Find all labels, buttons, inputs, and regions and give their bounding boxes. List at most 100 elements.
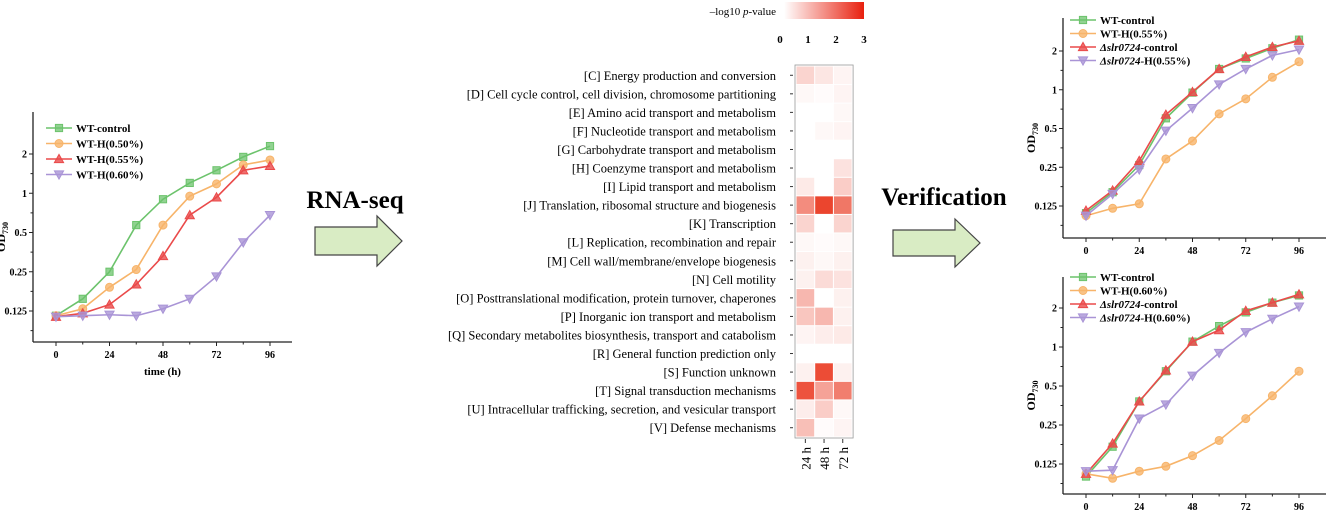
legend-marker [54, 139, 64, 148]
legend-marker [53, 170, 65, 181]
x-tick-label: 96 [265, 350, 275, 361]
heatmap-cell [833, 196, 852, 214]
colorbar-title-italic: p [742, 6, 749, 18]
data-point [1160, 400, 1172, 411]
y-axis-label-sub: 730 [1031, 123, 1040, 135]
row-label: [H] Coenzyme transport and metabolism [572, 162, 776, 176]
data-point [50, 312, 62, 323]
x-tick-label: 0 [1084, 246, 1089, 257]
heatmap-cell [833, 326, 852, 344]
legend-label-italic: Δslr0724 [1099, 299, 1141, 311]
row-label: [T] Signal transduction mechanisms [595, 384, 776, 398]
y-axis-label-sub: 730 [1031, 381, 1040, 393]
heatmap-cell [796, 326, 815, 344]
y-axis-label-sub: 730 [1, 222, 10, 234]
data-point [104, 298, 115, 309]
data-point [1188, 136, 1197, 146]
heatmap-cell [796, 103, 815, 122]
data-point [1293, 302, 1305, 313]
colorbar-tick-label: 2 [833, 34, 839, 46]
y-tick-label: 1 [22, 189, 27, 200]
data-point [1107, 466, 1119, 476]
row-label: [M] Cell wall/membrane/envelope biogenes… [547, 254, 776, 268]
heatmap-cell [833, 289, 852, 307]
rna-seq-label: RNA-seq [306, 187, 403, 214]
data-point [1240, 64, 1252, 75]
y-tick-label: 0.125 [1035, 460, 1058, 471]
data-point [265, 141, 275, 151]
data-point [211, 272, 222, 283]
x-tick-label: 96 [1294, 502, 1304, 513]
heatmap-cell [796, 214, 815, 233]
heatmap-cell [833, 363, 852, 381]
row-label: [L] Replication, recombination and repai… [567, 236, 776, 250]
data-point [1294, 57, 1304, 67]
data-point [185, 191, 195, 201]
y-axis-label: OD730 [1024, 123, 1040, 153]
row-label: [D] Cell cycle control, cell division, c… [467, 87, 777, 101]
series-line [1085, 370, 1300, 480]
legend-marker [1078, 29, 1088, 38]
heatmap-cell [815, 140, 833, 159]
heatmap-cell [815, 233, 833, 251]
data-point [264, 160, 276, 171]
heatmap-cell [815, 270, 833, 289]
y-axis-label-main: OD [1024, 135, 1038, 153]
data-point [1214, 435, 1224, 445]
heatmap-cell [796, 85, 815, 103]
data-point [130, 278, 142, 289]
growth-chart-right-top: 0.125 0.25 0.5 1 2 0 24 48 72 96 OD730 WT-control WT… [1024, 15, 1326, 257]
legend-label: Δslr0724-control [1099, 42, 1178, 54]
heatmap-cell [796, 307, 815, 326]
series-line [1085, 305, 1300, 472]
data-point [1240, 51, 1252, 61]
series-line [1085, 48, 1300, 217]
heatmap-cell [796, 400, 815, 418]
heatmap-cell [833, 159, 852, 177]
heatmap-cell [833, 307, 852, 326]
x-axis-label: time (h) [144, 366, 181, 378]
data-point [1240, 305, 1252, 315]
data-point [1213, 348, 1225, 359]
data-point [1187, 104, 1198, 114]
data-point [264, 210, 276, 221]
heatmap-cell [815, 196, 833, 214]
y-tick-label: 0.5 [1045, 124, 1058, 135]
heatmap-cell [796, 418, 815, 437]
y-tick-label: 0.25 [10, 267, 28, 278]
data-point [1161, 461, 1171, 471]
legend-marker [1078, 286, 1088, 295]
legend-label-italic: Δslr0724 [1099, 56, 1141, 68]
data-point [1214, 109, 1224, 119]
data-point [158, 195, 168, 204]
legend-marker [1077, 41, 1089, 52]
data-point [1240, 328, 1252, 338]
row-label: [E] Amino acid transport and metabolism [569, 106, 777, 120]
heatmap-cell [796, 233, 815, 251]
legend-marker [1077, 298, 1089, 309]
legend-label: WT-H(0.60%) [76, 170, 143, 182]
verification-arrow-icon [892, 217, 981, 269]
colorbar-title-main: –log10 [709, 6, 743, 18]
data-point [1108, 203, 1118, 213]
heatmap-cell [833, 400, 852, 418]
y-tick-label: 2 [1052, 304, 1057, 315]
data-point [77, 311, 89, 322]
heatmap-cell [833, 270, 852, 289]
y-axis-label: OD730 [0, 222, 10, 252]
data-point [130, 311, 142, 322]
data-point [1134, 466, 1144, 476]
x-tick-label: 72 [1241, 246, 1251, 257]
legend-label: WT-control [1100, 272, 1154, 284]
data-point [1293, 45, 1305, 56]
data-point [1133, 165, 1145, 176]
heatmap-cell [833, 233, 852, 251]
y-tick-label: 1 [1052, 85, 1057, 96]
row-label: [N] Cell motility [692, 273, 777, 287]
x-tick-label: 48 [1188, 502, 1198, 513]
legend-label: WT-H(0.50%) [76, 139, 143, 151]
data-point [1080, 211, 1092, 222]
row-label: [V] Defense mechanisms [650, 421, 776, 435]
heatmap-cell [796, 196, 815, 214]
x-tick-label: 24 [1134, 246, 1144, 257]
